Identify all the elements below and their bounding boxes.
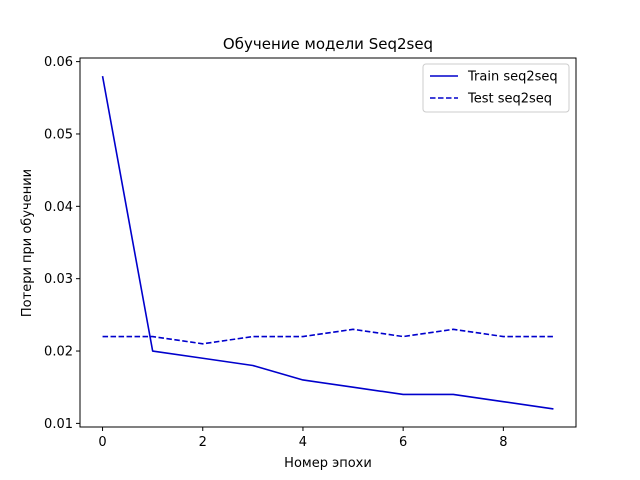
y-tick-label-4: 0.05 <box>44 127 73 142</box>
x-tick-label-4: 8 <box>499 435 507 450</box>
y-axis-label: Потери при обучении <box>20 169 35 317</box>
legend-label-test: Test seq2seq <box>467 92 552 107</box>
plot-area: 0 2 4 6 8 0.01 0.02 0.03 0.04 0.05 0.06 <box>44 55 577 450</box>
series-line-1 <box>102 328 554 345</box>
x-tick-label-0: 0 <box>98 435 106 450</box>
legend-label-train: Train seq2seq <box>467 70 558 85</box>
y-tick-label-1: 0.02 <box>44 345 73 360</box>
x-tick-label-2: 4 <box>299 435 307 450</box>
x-tick-label-3: 6 <box>399 435 407 450</box>
y-tick-label-0: 0.01 <box>44 417 73 432</box>
chart-title: Обучение модели Seq2seq <box>223 35 433 53</box>
series-line-0 <box>101 75 554 410</box>
y-tick-label-3: 0.04 <box>44 200 73 215</box>
y-tick-label-2: 0.03 <box>44 272 73 287</box>
legend-frame <box>422 63 570 113</box>
x-tick-label-1: 2 <box>199 435 207 450</box>
legend: Train seq2seq Test seq2seq <box>422 63 570 113</box>
x-axis-label: Номер эпохи <box>284 456 372 471</box>
axes-frame <box>79 57 577 428</box>
y-tick-label-5: 0.06 <box>44 55 73 70</box>
